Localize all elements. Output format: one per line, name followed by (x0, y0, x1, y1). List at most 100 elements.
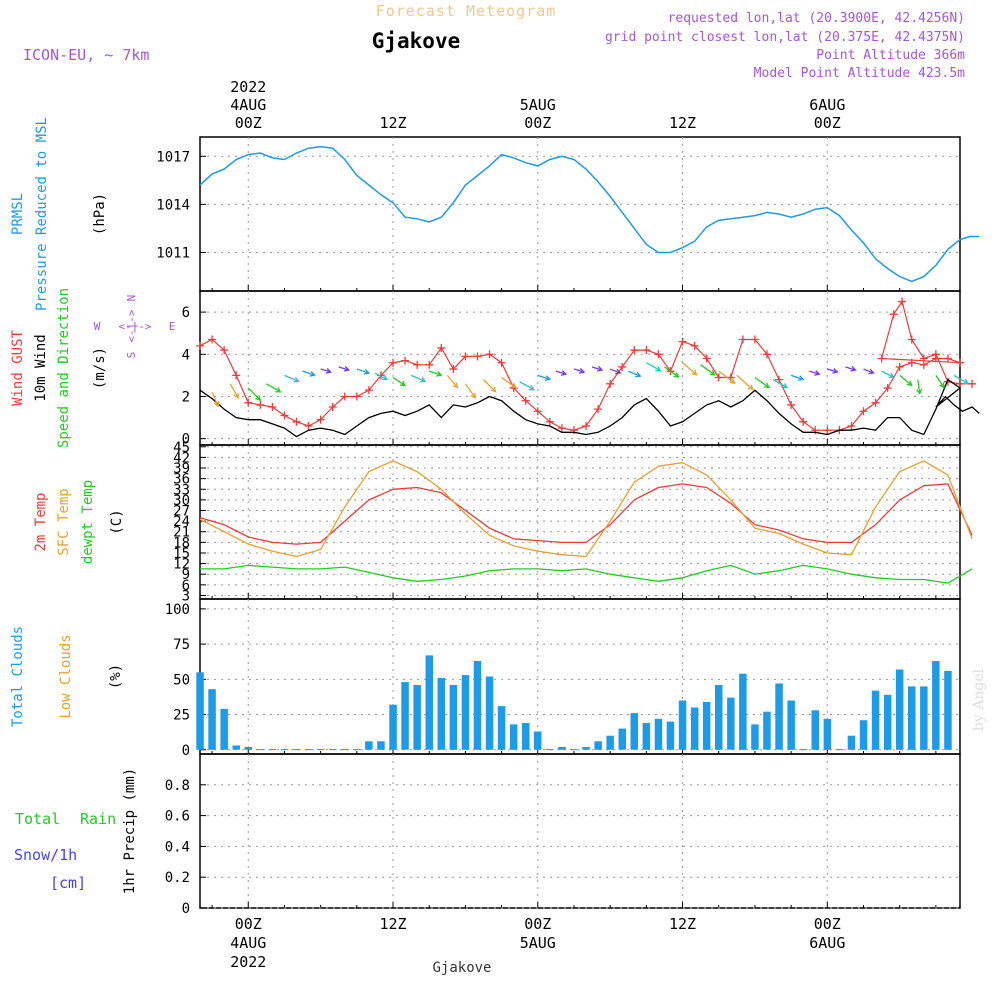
y-axis-label: Pressure Reduced to MSL (34, 117, 50, 311)
wind-direction-arrowhead (615, 368, 622, 375)
total-cloud-bar (859, 720, 868, 750)
wind-gust-marker (328, 403, 337, 412)
wind-gust-marker (847, 422, 856, 431)
y-tick-label: 30 (173, 493, 190, 509)
panel-1: 1011 1014 1017 PRMSL Pressure Reduced to MSL… (10, 117, 961, 311)
total-cloud-bar (654, 718, 663, 750)
y-tick-label: 0 (182, 901, 190, 917)
wind-gust-line (199, 300, 973, 431)
wind-gust-marker (907, 358, 916, 367)
y-tick-label: 0.4 (165, 839, 190, 855)
wind-direction-arrow (953, 374, 969, 384)
wind-direction-arrowhead (275, 387, 282, 393)
wind-gust-marker (208, 335, 217, 344)
wind-direction-arrowhead (343, 365, 351, 372)
total-cloud-bar (449, 685, 458, 750)
total-cloud-bar (244, 747, 252, 750)
total-cloud-bar (377, 741, 385, 750)
wind-gust-marker (654, 350, 663, 359)
total-cloud-bar (630, 713, 638, 750)
bottom-time-label: 2022 (230, 953, 266, 971)
total-cloud-bar (196, 672, 204, 750)
total-cloud-bar (473, 661, 482, 750)
total-cloud-bar (329, 749, 337, 751)
wind-direction-arrowhead (850, 365, 857, 372)
wind-gust-marker (895, 362, 904, 371)
total-cloud-bar (678, 700, 687, 750)
wind-gust-marker (775, 375, 784, 384)
y-axis-label: 1hr Precip (mm) (122, 768, 138, 894)
wind-direction-arrow (899, 374, 913, 386)
wind-direction-arrow (356, 368, 370, 374)
total-cloud-bar (666, 721, 675, 750)
wind-direction-arrowhead (691, 369, 698, 376)
y-tick-label: 33 (173, 482, 190, 498)
wind-gust-marker (678, 337, 687, 346)
wind-direction-arrow (429, 370, 442, 376)
y-tick-label: 42 (173, 450, 190, 466)
wind-gust-marker (220, 346, 229, 355)
wind-direction-arrow (863, 368, 874, 374)
wind-direction-arrow (573, 368, 585, 373)
temp-2m-line (199, 483, 973, 545)
wind-gust-marker (473, 352, 482, 361)
panel-frame (199, 598, 961, 755)
y-axis-label: Total Clouds (10, 626, 26, 727)
total-cloud-bar (208, 689, 216, 750)
wind-direction-arrowhead (729, 378, 736, 384)
top-time-label: 12Z (379, 114, 406, 132)
wind-gust-marker (702, 354, 711, 363)
total-cloud-bar (497, 706, 506, 750)
total-cloud-bar (763, 711, 771, 750)
total-cloud-bar (522, 723, 530, 750)
panel-frame (199, 136, 961, 292)
wind-direction-arrow (591, 366, 603, 371)
total-cloud-bar (353, 749, 361, 751)
total-cloud-bar (823, 718, 832, 750)
wind-gust-marker (871, 398, 880, 407)
wind-gust-marker (738, 335, 747, 344)
wind-direction-arrowhead (906, 380, 913, 387)
plot-area: 1011 1014 1017 PRMSL Pressure Reduced to MSL… (10, 78, 980, 971)
precip-legend-total: Total (15, 810, 60, 828)
y-tick-label: 27 (173, 503, 190, 519)
wind-direction-arrowhead (868, 368, 875, 375)
wind-gust-marker (256, 400, 265, 409)
y-tick-label: 2 (182, 389, 190, 405)
y-tick-label: 1014 (156, 197, 190, 213)
wind-direction-arrowhead (763, 382, 771, 389)
wind-gust-marker (618, 362, 627, 371)
total-cloud-bar (232, 745, 240, 750)
wind-direction-arrow (266, 383, 281, 393)
wind-direction-arrowhead (939, 382, 945, 389)
wind-direction-arrow (374, 372, 388, 380)
wind-gust-marker (690, 341, 699, 350)
wind-direction-arrowhead (213, 401, 220, 408)
wind-direction-arrow (664, 366, 679, 378)
wind-gust-marker (364, 386, 373, 395)
total-cloud-bar (727, 697, 735, 750)
top-time-label: 2022 (230, 78, 266, 96)
y-axis-label: Wind GUST (10, 330, 26, 406)
wind-gust-marker (425, 360, 434, 369)
total-cloud-bar (546, 749, 554, 751)
total-cloud-bar (220, 708, 228, 750)
y-axis-label: 10m Wind (33, 334, 49, 401)
bottom-time-label: 12Z (669, 915, 696, 933)
wind-direction-arrow (284, 374, 299, 382)
y-axis-label: SFC Temp (56, 488, 72, 555)
total-cloud-bar (787, 700, 795, 750)
wind-gust-marker (877, 354, 886, 363)
panel-frame (199, 753, 961, 909)
wind-direction-arrowhead (709, 370, 716, 376)
wind-gust-marker (521, 396, 530, 405)
point-altitude: Point Altitude 366m (816, 48, 965, 63)
total-cloud-bar (606, 735, 614, 750)
total-cloud-bar (883, 694, 892, 750)
wind-direction-arrow (809, 370, 820, 375)
wind-gust-marker (883, 384, 892, 393)
y-tick-label: 0 (182, 432, 190, 448)
bottom-time-label: 00Z (524, 915, 551, 933)
total-cloud-bar (799, 749, 807, 751)
